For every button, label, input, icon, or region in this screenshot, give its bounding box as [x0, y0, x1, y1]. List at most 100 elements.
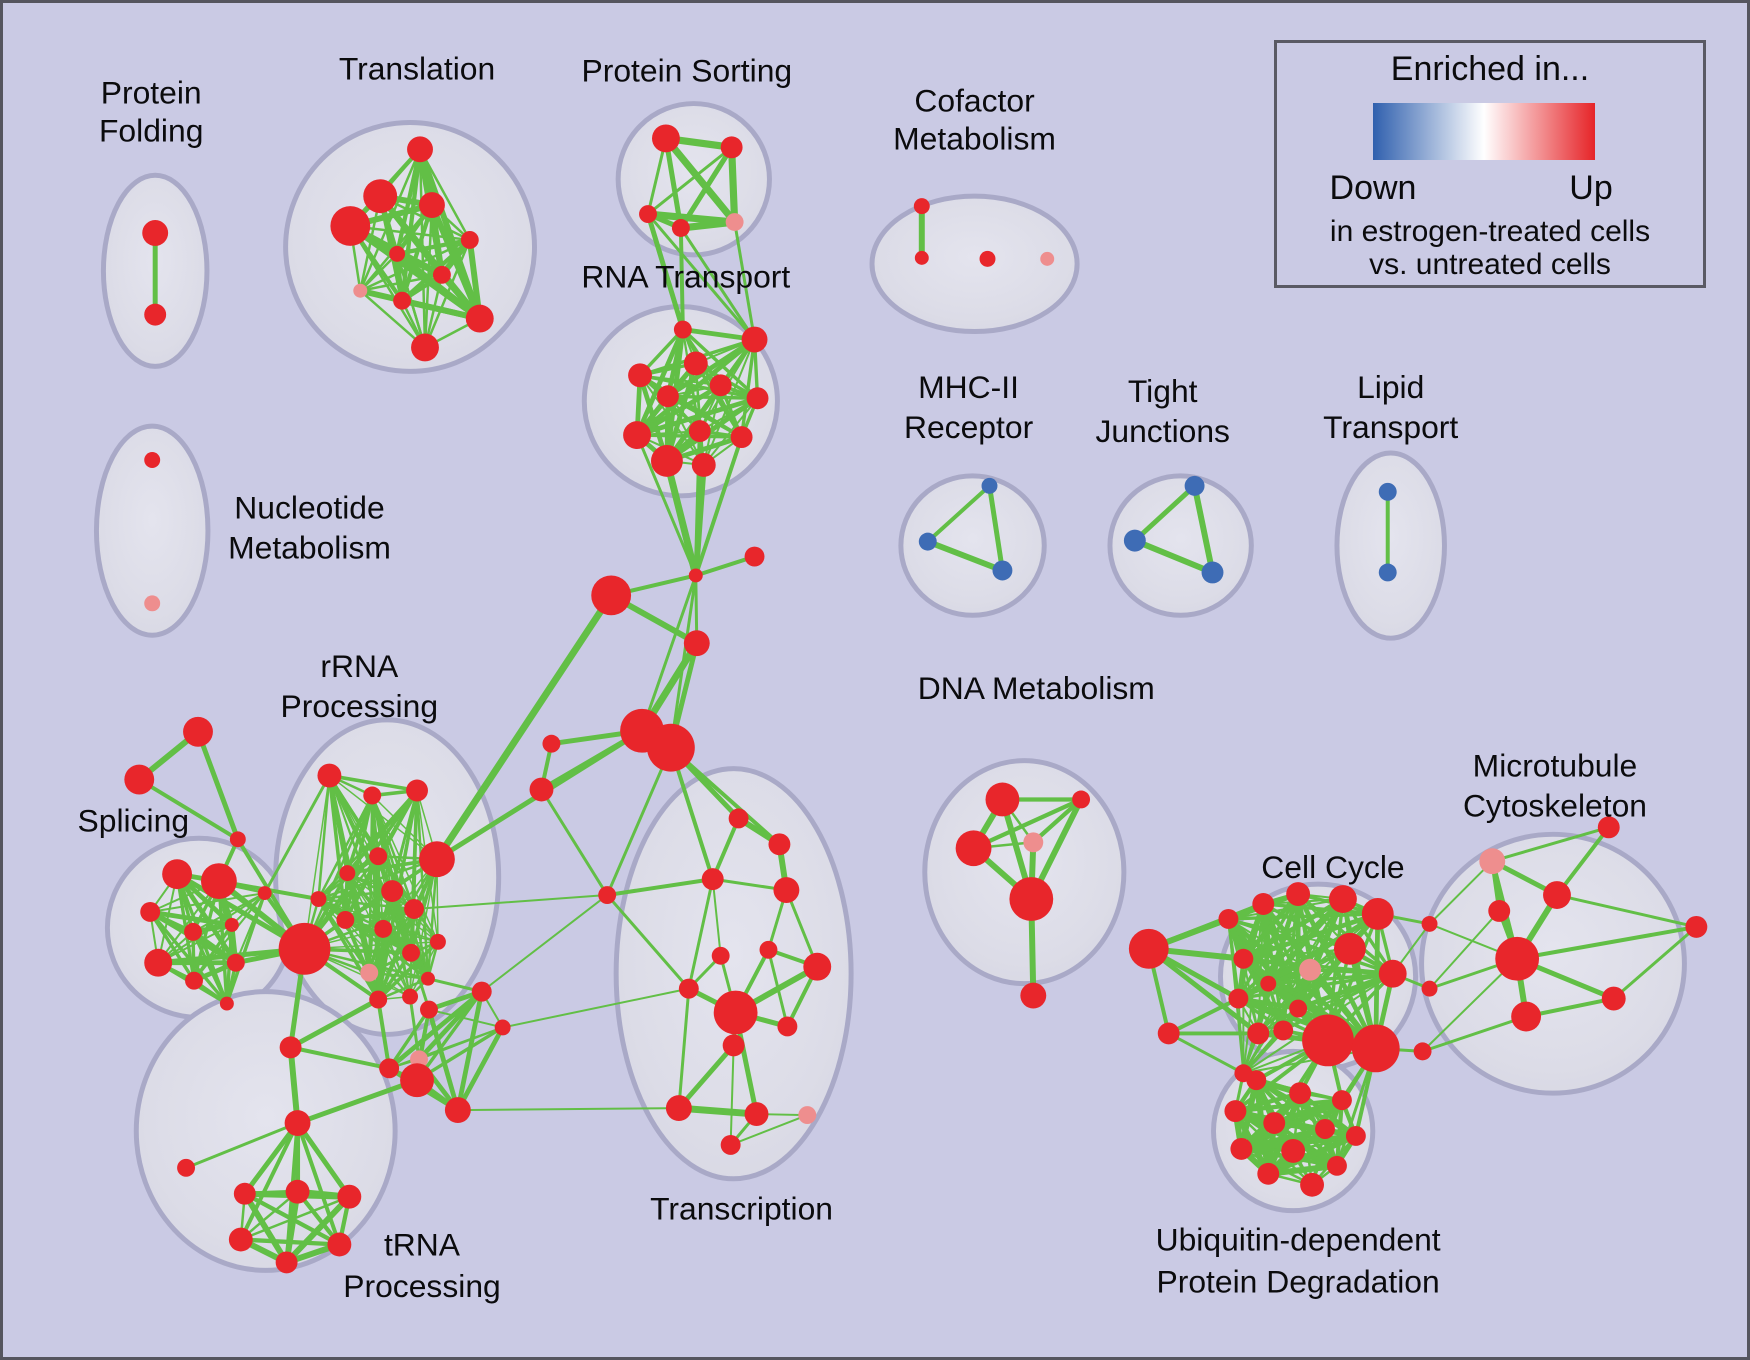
node-148[interactable]	[1601, 986, 1626, 1011]
node-6[interactable]	[460, 230, 479, 249]
node-140[interactable]	[1421, 915, 1438, 932]
node-139[interactable]	[1273, 1020, 1294, 1041]
node-43[interactable]	[1378, 563, 1397, 582]
node-144[interactable]	[1543, 881, 1571, 909]
node-110[interactable]	[722, 1034, 745, 1057]
node-10[interactable]	[393, 291, 412, 310]
node-89[interactable]	[444, 1097, 471, 1124]
node-56[interactable]	[200, 863, 237, 900]
node-73[interactable]	[404, 899, 424, 919]
node-14[interactable]	[720, 136, 743, 159]
node-69[interactable]	[419, 841, 455, 878]
node-78[interactable]	[429, 933, 446, 950]
node-42[interactable]	[1378, 482, 1397, 501]
node-35[interactable]	[144, 595, 161, 612]
node-71[interactable]	[339, 865, 356, 882]
node-29[interactable]	[623, 421, 651, 450]
node-57[interactable]	[140, 902, 161, 922]
node-103[interactable]	[598, 886, 617, 905]
node-70[interactable]	[369, 847, 388, 866]
node-150[interactable]	[1597, 816, 1620, 839]
node-143[interactable]	[1479, 848, 1506, 875]
node-113[interactable]	[798, 1106, 817, 1125]
node-109[interactable]	[777, 1016, 798, 1037]
node-134[interactable]	[1289, 999, 1308, 1018]
node-2[interactable]	[407, 136, 433, 163]
node-82[interactable]	[421, 971, 435, 986]
node-102[interactable]	[773, 877, 800, 904]
node-101[interactable]	[701, 868, 724, 891]
node-106[interactable]	[678, 978, 699, 999]
node-40[interactable]	[1123, 529, 1146, 552]
node-91[interactable]	[284, 1110, 311, 1136]
node-28[interactable]	[746, 387, 769, 410]
node-39[interactable]	[1184, 475, 1205, 496]
node-155[interactable]	[1263, 1112, 1286, 1134]
node-36[interactable]	[981, 477, 998, 494]
node-156[interactable]	[1315, 1119, 1335, 1139]
node-108[interactable]	[713, 990, 758, 1035]
node-46[interactable]	[591, 575, 632, 616]
node-99[interactable]	[728, 808, 749, 829]
node-100[interactable]	[768, 833, 791, 856]
node-136[interactable]	[1302, 1014, 1354, 1067]
node-59[interactable]	[224, 917, 239, 932]
node-45[interactable]	[744, 546, 765, 567]
node-26[interactable]	[656, 385, 679, 408]
node-5[interactable]	[419, 192, 445, 219]
node-122[interactable]	[1157, 1022, 1180, 1045]
node-147[interactable]	[1511, 1001, 1542, 1032]
node-23[interactable]	[741, 326, 768, 353]
node-7[interactable]	[389, 245, 406, 262]
node-32[interactable]	[650, 445, 683, 477]
node-124[interactable]	[1252, 893, 1275, 915]
node-149[interactable]	[1685, 915, 1708, 938]
node-61[interactable]	[185, 971, 203, 990]
node-27[interactable]	[709, 374, 732, 397]
node-53[interactable]	[124, 764, 155, 795]
node-153[interactable]	[1331, 1090, 1352, 1111]
node-3[interactable]	[363, 179, 398, 214]
node-118[interactable]	[1072, 790, 1091, 809]
node-161[interactable]	[1257, 1162, 1280, 1185]
node-126[interactable]	[1328, 885, 1357, 913]
node-120[interactable]	[1020, 982, 1047, 1009]
node-30[interactable]	[688, 420, 711, 443]
node-87[interactable]	[494, 1019, 511, 1036]
node-105[interactable]	[711, 946, 730, 965]
node-94[interactable]	[285, 1179, 310, 1204]
node-67[interactable]	[363, 786, 382, 805]
node-95[interactable]	[337, 1184, 362, 1209]
node-16[interactable]	[671, 219, 690, 237]
node-15[interactable]	[639, 205, 657, 224]
node-60[interactable]	[144, 948, 173, 977]
node-19[interactable]	[914, 250, 929, 265]
node-117[interactable]	[1023, 832, 1044, 853]
node-33[interactable]	[691, 453, 716, 477]
node-121[interactable]	[1128, 928, 1169, 969]
node-107[interactable]	[803, 952, 832, 981]
node-34[interactable]	[144, 452, 161, 468]
node-83[interactable]	[379, 1058, 400, 1079]
node-54[interactable]	[229, 831, 246, 848]
node-12[interactable]	[411, 333, 439, 362]
node-111[interactable]	[665, 1095, 692, 1122]
node-22[interactable]	[673, 320, 692, 339]
node-9[interactable]	[353, 283, 368, 298]
node-146[interactable]	[1495, 936, 1540, 981]
node-49[interactable]	[647, 723, 695, 772]
node-115[interactable]	[985, 782, 1020, 817]
node-20[interactable]	[979, 250, 996, 267]
node-128[interactable]	[1233, 948, 1254, 969]
node-90[interactable]	[279, 1036, 302, 1059]
node-75[interactable]	[374, 919, 393, 938]
node-141[interactable]	[1421, 980, 1438, 997]
node-80[interactable]	[369, 990, 388, 1009]
node-162[interactable]	[1300, 1172, 1325, 1197]
node-1[interactable]	[144, 303, 167, 326]
node-85[interactable]	[420, 1000, 438, 1019]
node-66[interactable]	[317, 763, 342, 788]
node-24[interactable]	[683, 351, 708, 376]
node-158[interactable]	[1230, 1137, 1253, 1160]
node-63[interactable]	[257, 886, 272, 901]
